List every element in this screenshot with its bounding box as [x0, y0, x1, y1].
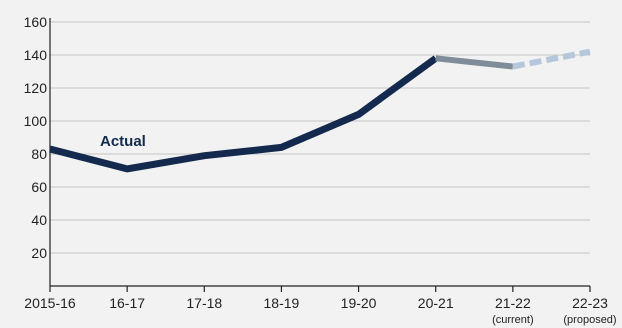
- y-tick-label: 40: [31, 212, 47, 228]
- x-tick-label: 17-18: [186, 295, 222, 311]
- y-tick-label: 160: [24, 14, 48, 30]
- series-annotation-label: Actual: [100, 133, 146, 150]
- x-tick-label: 2015-16: [24, 295, 76, 311]
- y-tick-label: 120: [24, 80, 48, 96]
- x-tick-sublabel: (proposed): [563, 314, 616, 326]
- x-tick-label: 22-23: [572, 295, 608, 311]
- x-tick-label: 21-22: [495, 295, 531, 311]
- series-line-actual: [49, 55, 438, 173]
- annotations: Actual: [100, 133, 146, 150]
- y-tick-label: 100: [24, 113, 48, 129]
- x-tick-label: 16-17: [109, 295, 145, 311]
- x-tick-label: 18-19: [264, 295, 300, 311]
- y-tick-label: 20: [31, 245, 47, 261]
- y-tick-label: 60: [31, 179, 47, 195]
- x-tick-sublabel: (current): [492, 314, 534, 326]
- y-tick-label: 140: [24, 47, 48, 63]
- x-tick-labels: 2015-16 16-17 17-18 18-19 19-20 20-21 21-22 (cu…: [24, 295, 616, 326]
- series-lines: [49, 48, 591, 173]
- gridlines: [50, 21, 590, 254]
- x-tick-label: 20-21: [418, 295, 454, 311]
- y-tick-label: 80: [31, 146, 47, 162]
- x-tick-label: 19-20: [341, 295, 377, 311]
- axes: [49, 18, 591, 292]
- series-line-proposed: [512, 48, 591, 70]
- series-line-current: [435, 55, 514, 70]
- y-tick-labels: 20 40 60 80 100 120 140 160: [24, 14, 48, 261]
